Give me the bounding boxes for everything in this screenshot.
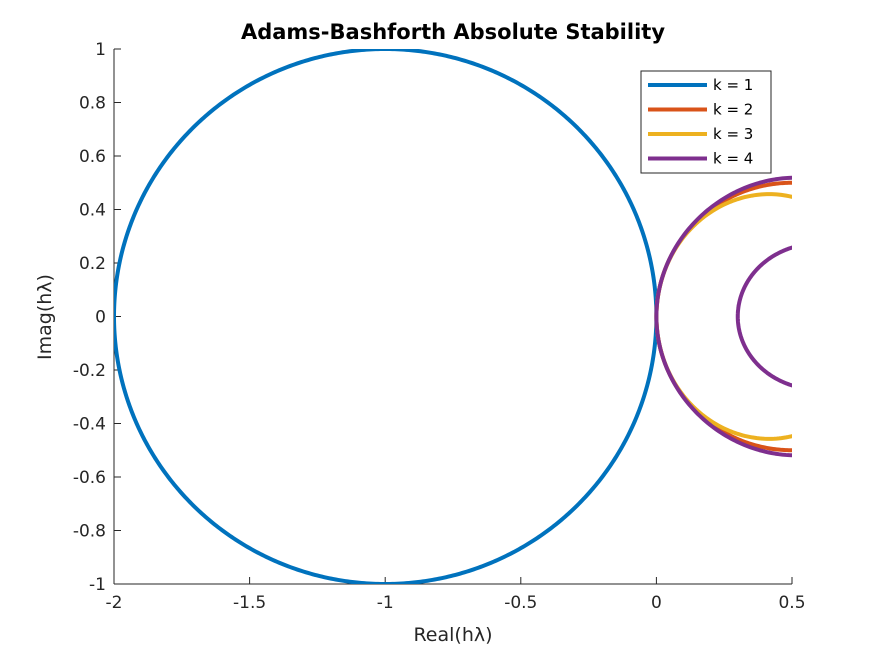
y-axis-label: Imag(hλ) xyxy=(34,274,56,360)
legend-label-k4: k = 4 xyxy=(713,150,753,168)
x-axis-label: Real(hλ) xyxy=(413,624,492,646)
series-line-k1 xyxy=(114,49,659,584)
y-tick-label: -0.6 xyxy=(73,468,106,488)
x-tick-label: -0.5 xyxy=(504,593,537,613)
legend-label-k3: k = 3 xyxy=(713,125,753,143)
y-tick-label: 0.2 xyxy=(79,254,106,274)
y-tick-label: 0.8 xyxy=(79,94,106,114)
plot-curves xyxy=(114,49,792,584)
legend-label-k1: k = 1 xyxy=(713,76,753,94)
x-tick-label: -1.5 xyxy=(233,593,266,613)
series-line-k2 xyxy=(654,180,792,453)
legend-box xyxy=(640,70,772,174)
legend: k = 1 k = 2 k = 3 k = 4 xyxy=(640,70,772,174)
legend-label-k2: k = 2 xyxy=(713,101,753,119)
y-tick-label: -0.4 xyxy=(73,415,106,435)
y-tick-label: 0 xyxy=(95,308,106,328)
x-tick-label: 0.5 xyxy=(778,593,805,613)
y-tick-label: 0.6 xyxy=(79,147,106,167)
x-tick-label: 0 xyxy=(651,593,662,613)
x-tick-label: -2 xyxy=(106,593,123,613)
y-tick-label: 0.4 xyxy=(79,201,106,221)
chart-title: Adams-Bashforth Absolute Stability xyxy=(241,20,665,44)
series-line-k4 xyxy=(654,175,792,458)
y-tick-label: -1 xyxy=(89,575,106,595)
y-tick-label: -0.8 xyxy=(73,522,106,542)
y-tick-label: -0.2 xyxy=(73,361,106,381)
axes: -2 -1.5 -1 -0.5 0 0.5 -1 -0.8 -0.6 -0.4 -0.2 0 0.2 0.… xyxy=(73,40,806,613)
x-tick-label: -1 xyxy=(377,593,394,613)
y-tick-label: 1 xyxy=(95,40,106,60)
